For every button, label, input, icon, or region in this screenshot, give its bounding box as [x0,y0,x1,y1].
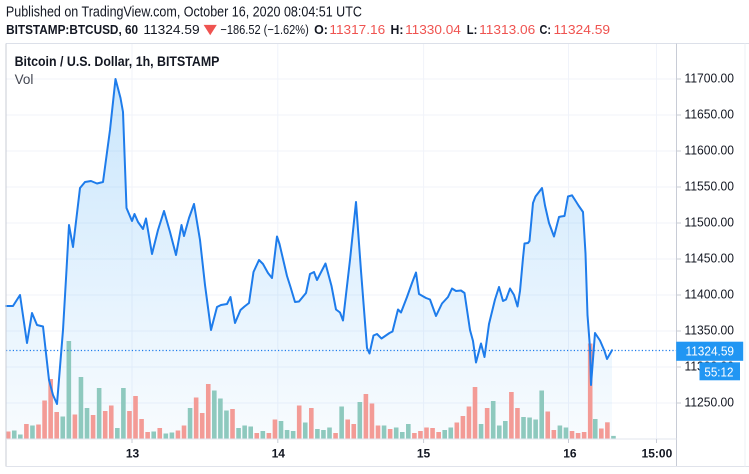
svg-text:BITSTAMP:BTCUSD, 60: BITSTAMP:BTCUSD, 60 [6,22,138,37]
svg-text:15: 15 [417,447,431,461]
svg-text:11313.06: 11313.06 [479,22,535,37]
svg-text:13: 13 [126,447,140,461]
svg-text:11250.00: 11250.00 [685,396,735,410]
svg-text:11650.00: 11650.00 [685,108,735,122]
svg-text:11330.04: 11330.04 [405,22,461,37]
svg-text:11700.00: 11700.00 [685,72,735,86]
svg-text:11500.00: 11500.00 [685,216,735,230]
svg-text:H:: H: [391,22,404,37]
svg-text:Bitcoin / U.S. Dollar, 1h, BIT: Bitcoin / U.S. Dollar, 1h, BITSTAMP [15,53,220,69]
svg-text:16: 16 [563,447,577,461]
svg-text:11324.59: 11324.59 [686,344,735,358]
svg-text:14: 14 [272,447,286,461]
svg-text:11600.00: 11600.00 [685,144,735,158]
svg-text:Vol: Vol [15,72,34,87]
svg-text:11400.00: 11400.00 [685,288,735,302]
svg-text:11324.59: 11324.59 [143,22,199,37]
svg-text:L:: L: [467,22,478,37]
svg-text:Published on TradingView.com,: Published on TradingView.com, October 16… [6,5,362,21]
svg-text:O:: O: [314,22,328,37]
svg-text:−186.52 (−1.62%): −186.52 (−1.62%) [220,22,308,37]
svg-text:15:00: 15:00 [642,447,673,461]
svg-text:C:: C: [540,22,552,37]
svg-text:11350.00: 11350.00 [685,324,735,338]
svg-text:11550.00: 11550.00 [685,180,735,194]
svg-text:11324.59: 11324.59 [554,22,611,37]
svg-text:55:12: 55:12 [704,365,733,379]
svg-text:11317.16: 11317.16 [329,22,385,37]
svg-text:11450.00: 11450.00 [685,252,735,266]
